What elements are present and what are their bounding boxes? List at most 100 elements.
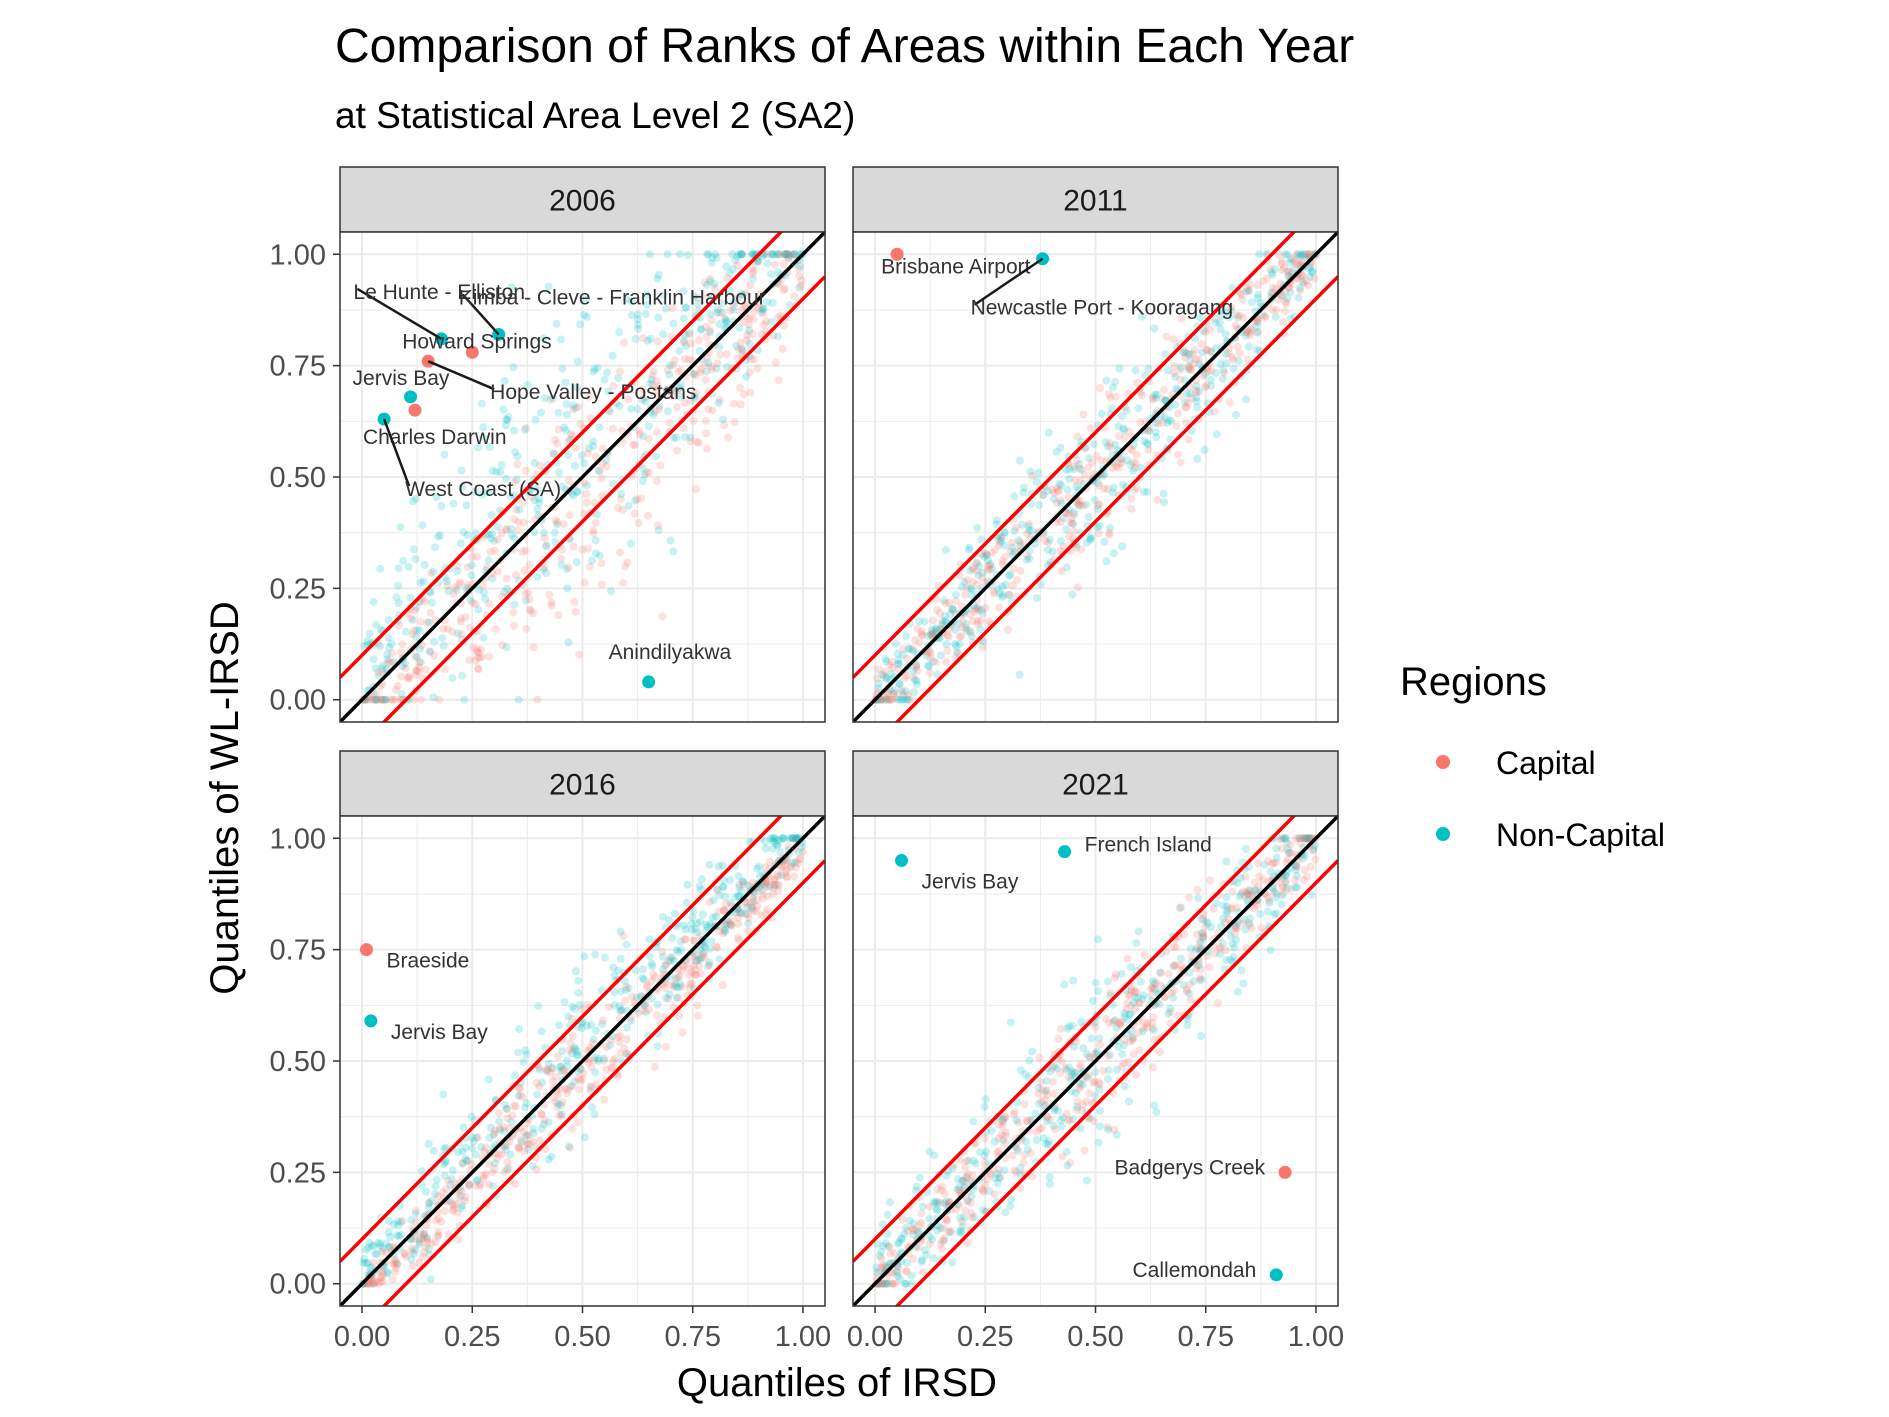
point-capital <box>448 1199 457 1208</box>
point-non-capital <box>1054 1106 1063 1115</box>
point-capital <box>558 545 567 554</box>
point-capital <box>619 932 628 941</box>
point-non-capital <box>1065 474 1074 483</box>
point-capital <box>1202 345 1211 354</box>
point-non-capital <box>424 1203 433 1212</box>
point-non-capital <box>895 1238 904 1247</box>
point-non-capital <box>895 680 904 689</box>
point-non-capital <box>1180 398 1189 407</box>
point-capital <box>610 1054 619 1063</box>
point-non-capital <box>1013 1146 1022 1155</box>
point-capital <box>584 449 593 458</box>
point-non-capital <box>643 336 652 345</box>
point-capital <box>1221 946 1230 955</box>
point-non-capital <box>918 1202 927 1211</box>
facet-strip <box>852 750 1339 817</box>
point-non-capital <box>1057 481 1066 490</box>
point-capital <box>476 653 485 662</box>
point-capital <box>518 498 527 507</box>
point-capital <box>1123 998 1132 1007</box>
point-non-capital <box>633 405 642 414</box>
point-capital <box>683 963 692 972</box>
point-non-capital <box>362 1245 371 1254</box>
point-capital <box>616 1031 625 1040</box>
point-capital <box>415 658 424 667</box>
point-non-capital <box>662 994 671 1003</box>
point-non-capital <box>737 250 746 259</box>
point-capital <box>1028 471 1037 480</box>
point-non-capital <box>1136 977 1145 986</box>
point-non-capital <box>894 656 903 665</box>
point-capital <box>509 1101 518 1110</box>
facet-strip-label: 2011 <box>1063 185 1128 218</box>
point-non-capital <box>557 560 566 569</box>
labeled-point <box>1058 845 1072 859</box>
point-non-capital <box>436 531 445 540</box>
point-capital <box>697 953 706 962</box>
point-capital <box>926 630 935 639</box>
point-capital <box>370 1279 379 1288</box>
point-capital <box>1133 378 1142 387</box>
point-non-capital <box>412 633 421 642</box>
point-non-capital <box>480 588 489 597</box>
point-non-capital <box>986 559 995 568</box>
point-capital <box>547 598 556 607</box>
point-non-capital <box>1195 387 1204 396</box>
point-non-capital <box>1156 968 1165 977</box>
point-capital <box>553 518 562 527</box>
point-non-capital <box>369 597 378 606</box>
point-non-capital <box>1277 900 1286 909</box>
point-capital <box>673 994 682 1003</box>
point-capital <box>457 630 466 639</box>
point-non-capital <box>514 1048 523 1057</box>
point-non-capital <box>693 928 702 937</box>
point-non-capital <box>1192 397 1201 406</box>
point-non-capital <box>1302 834 1311 843</box>
point-non-capital <box>881 1279 890 1288</box>
point-capital <box>464 1180 473 1189</box>
point-non-capital <box>632 993 641 1002</box>
point-capital <box>412 666 421 675</box>
point-non-capital <box>594 1054 603 1063</box>
point-non-capital <box>1211 318 1220 327</box>
point-capital <box>685 971 694 980</box>
point-non-capital <box>922 1251 931 1260</box>
point-non-capital <box>707 259 716 268</box>
point-capital <box>1043 1091 1052 1100</box>
point-non-capital <box>953 1175 962 1184</box>
point-capital <box>434 1227 443 1236</box>
point-non-capital <box>556 1067 565 1076</box>
point-non-capital <box>376 1242 385 1251</box>
point-capital <box>369 1279 378 1288</box>
point-non-capital <box>722 317 731 326</box>
point-capital <box>490 546 499 555</box>
point-non-capital <box>591 1068 600 1077</box>
point-non-capital <box>500 1142 509 1151</box>
point-non-capital <box>987 1126 996 1135</box>
point-non-capital <box>788 834 797 843</box>
point-non-capital <box>1024 522 1033 531</box>
point-capital <box>1023 529 1032 538</box>
point-capital <box>691 371 700 380</box>
point-non-capital <box>930 1199 939 1208</box>
legend-label-capital: Capital <box>1496 745 1596 781</box>
point-non-capital <box>655 402 664 411</box>
point-non-capital <box>951 625 960 634</box>
point-capital <box>1073 456 1082 465</box>
point-capital <box>734 919 743 928</box>
point-non-capital <box>951 590 960 599</box>
point-capital <box>514 518 523 527</box>
point-non-capital <box>942 1197 951 1206</box>
point-capital <box>1140 950 1149 959</box>
point-non-capital <box>555 468 564 477</box>
point-capital <box>971 605 980 614</box>
point-non-capital <box>1068 590 1077 599</box>
point-capital <box>693 1001 702 1010</box>
point-non-capital <box>431 1189 440 1198</box>
point-non-capital <box>393 1259 402 1268</box>
point-non-capital <box>643 300 652 309</box>
point-non-capital <box>590 1110 599 1119</box>
point-non-capital <box>1293 250 1302 259</box>
point-capital <box>512 571 521 580</box>
point-capital <box>1266 265 1275 274</box>
